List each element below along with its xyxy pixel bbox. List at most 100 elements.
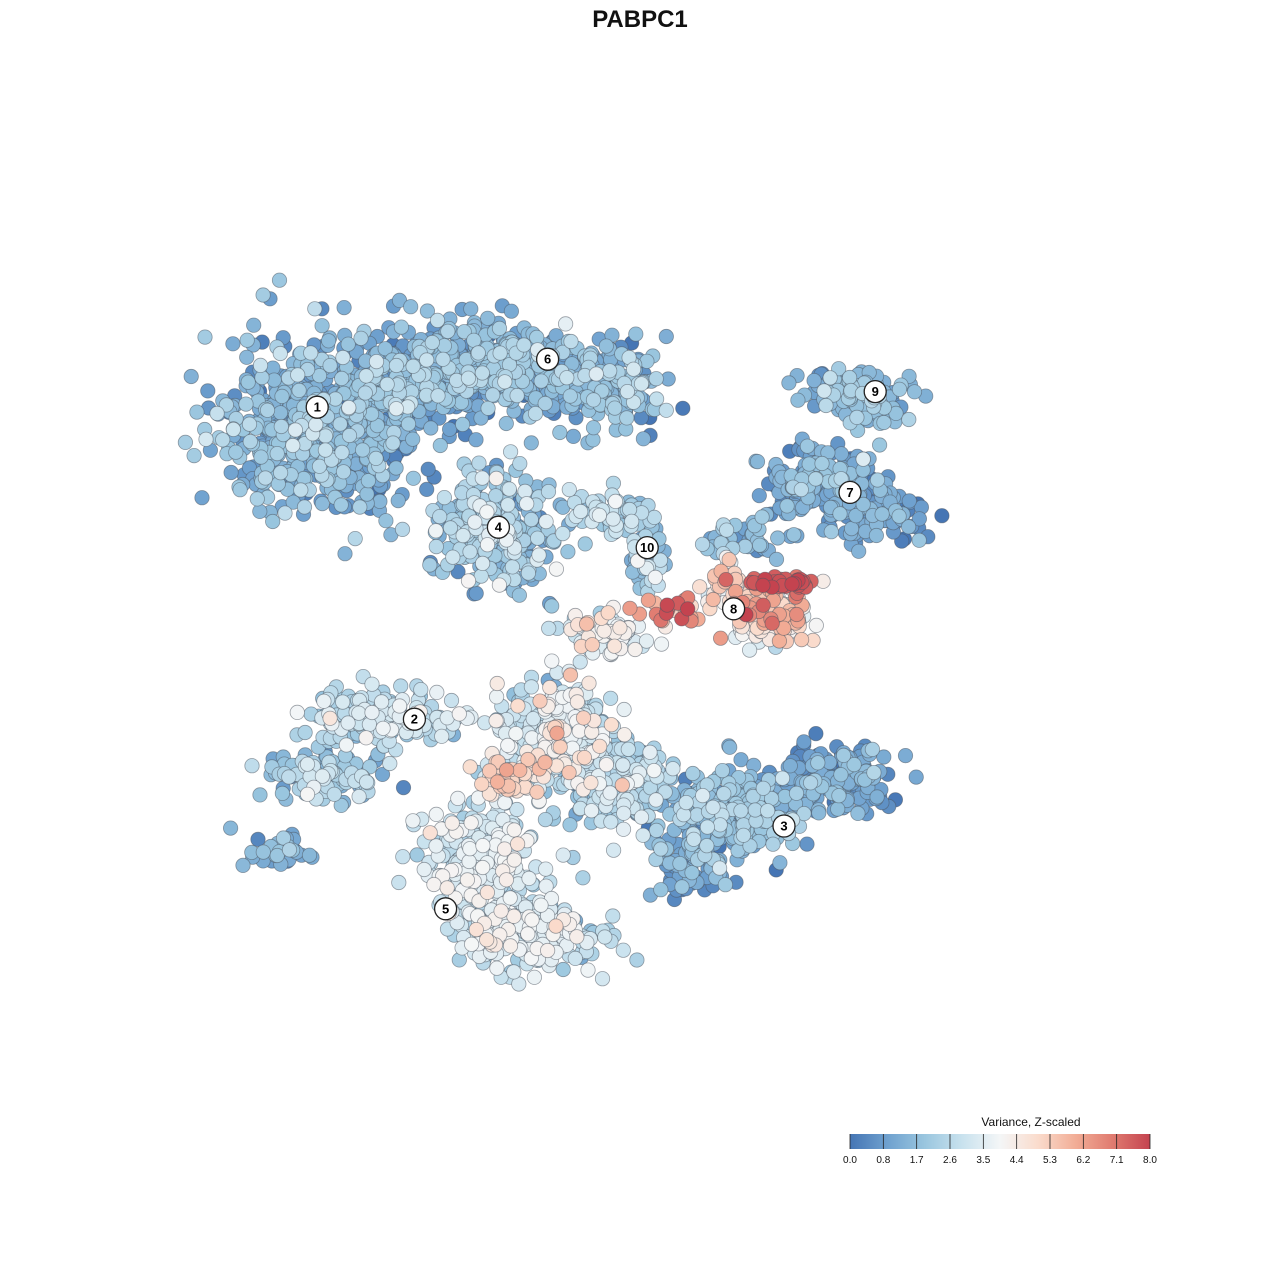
cell-point — [235, 857, 251, 874]
cell-point — [287, 422, 303, 438]
cell-point — [672, 855, 688, 872]
cell-point — [832, 506, 848, 522]
cell-point — [864, 741, 881, 758]
cell-point — [435, 351, 451, 367]
cell-point — [269, 847, 285, 864]
cell-point — [799, 438, 816, 454]
cell-point — [583, 775, 599, 791]
cell-point — [911, 511, 928, 527]
cell-point — [646, 762, 662, 779]
cell-point — [789, 606, 805, 623]
cluster-label-badge — [305, 395, 329, 419]
cell-point — [718, 522, 735, 538]
cell-point — [799, 836, 815, 852]
cell-point — [428, 806, 444, 823]
cell-point — [699, 819, 716, 835]
cell-point — [818, 397, 834, 414]
cell-point — [378, 513, 394, 529]
cell-point — [269, 445, 285, 462]
cell-point — [835, 747, 852, 764]
cell-point — [468, 921, 484, 938]
cell-point — [555, 961, 571, 978]
cell-point — [843, 520, 860, 537]
cell-point — [653, 841, 669, 857]
cluster-label-badge — [433, 897, 458, 921]
cell-point — [259, 402, 276, 418]
cell-point — [444, 815, 460, 831]
cell-point — [232, 482, 248, 498]
cell-point — [855, 451, 871, 467]
cell-point — [619, 383, 636, 400]
cell-point — [822, 370, 838, 386]
cell-point — [718, 571, 734, 588]
cell-point — [506, 822, 522, 838]
cell-point — [481, 763, 498, 779]
cell-point — [358, 368, 374, 384]
cell-point — [866, 764, 882, 781]
cell-point — [428, 523, 444, 539]
cell-point — [900, 519, 917, 535]
cell-point — [712, 817, 728, 833]
legend-ticks: 0.0 0.8 1.7 2.6 3.5 4.4 5.3 6.2 7.1 8.0 — [843, 1134, 1157, 1166]
cell-point — [638, 633, 655, 649]
cell-point — [239, 349, 255, 365]
cell-point — [755, 597, 771, 613]
cell-point — [461, 853, 477, 870]
cell-point — [606, 638, 623, 654]
cell-point — [523, 511, 539, 528]
cell-point — [462, 841, 478, 857]
cell-point — [382, 755, 398, 772]
cell-point — [603, 814, 619, 830]
cell-point — [341, 427, 358, 444]
cell-point — [296, 499, 313, 515]
cell-point — [419, 481, 435, 497]
cell-point — [529, 784, 545, 800]
cell-point — [653, 636, 670, 652]
cell-point — [303, 345, 319, 361]
cell-point — [562, 667, 579, 683]
cell-point — [335, 349, 351, 366]
cell-point — [299, 756, 316, 772]
cell-point — [605, 908, 621, 924]
cell-point — [503, 303, 519, 319]
cell-point — [533, 373, 549, 389]
cell-point — [359, 486, 375, 502]
cell-point — [388, 460, 404, 476]
cell-point — [403, 299, 419, 315]
cell-point — [520, 565, 537, 581]
cell-point — [334, 370, 350, 386]
cell-point — [316, 693, 332, 709]
cell-point — [274, 785, 290, 802]
cell-point — [616, 805, 632, 821]
cell-point — [480, 310, 496, 326]
cell-point — [603, 717, 620, 733]
cell-point — [497, 795, 513, 811]
cell-point — [488, 713, 504, 729]
cell-point — [326, 786, 342, 802]
cell-point — [561, 481, 577, 498]
chart-title: PABPC1 — [592, 6, 688, 33]
cell-point — [897, 747, 914, 764]
cell-point — [335, 464, 352, 480]
cell-point — [479, 537, 496, 553]
cell-point — [646, 509, 662, 526]
cell-point — [215, 432, 231, 448]
cell-point — [786, 527, 802, 543]
cell-point — [372, 493, 388, 509]
cluster-label-badge — [635, 535, 659, 560]
cell-point — [565, 428, 582, 444]
cell-point — [648, 822, 665, 839]
cell-point — [225, 336, 241, 352]
cell-point — [307, 301, 323, 317]
cell-point — [354, 442, 371, 458]
cell-point — [652, 552, 669, 568]
cell-point — [616, 701, 632, 718]
cell-point — [475, 859, 491, 876]
cell-point — [508, 725, 524, 742]
cell-point — [765, 836, 781, 852]
cell-point — [432, 437, 448, 454]
cell-point — [848, 508, 864, 524]
cell-point — [462, 759, 478, 775]
cell-point — [737, 538, 753, 555]
cell-point — [334, 444, 350, 460]
